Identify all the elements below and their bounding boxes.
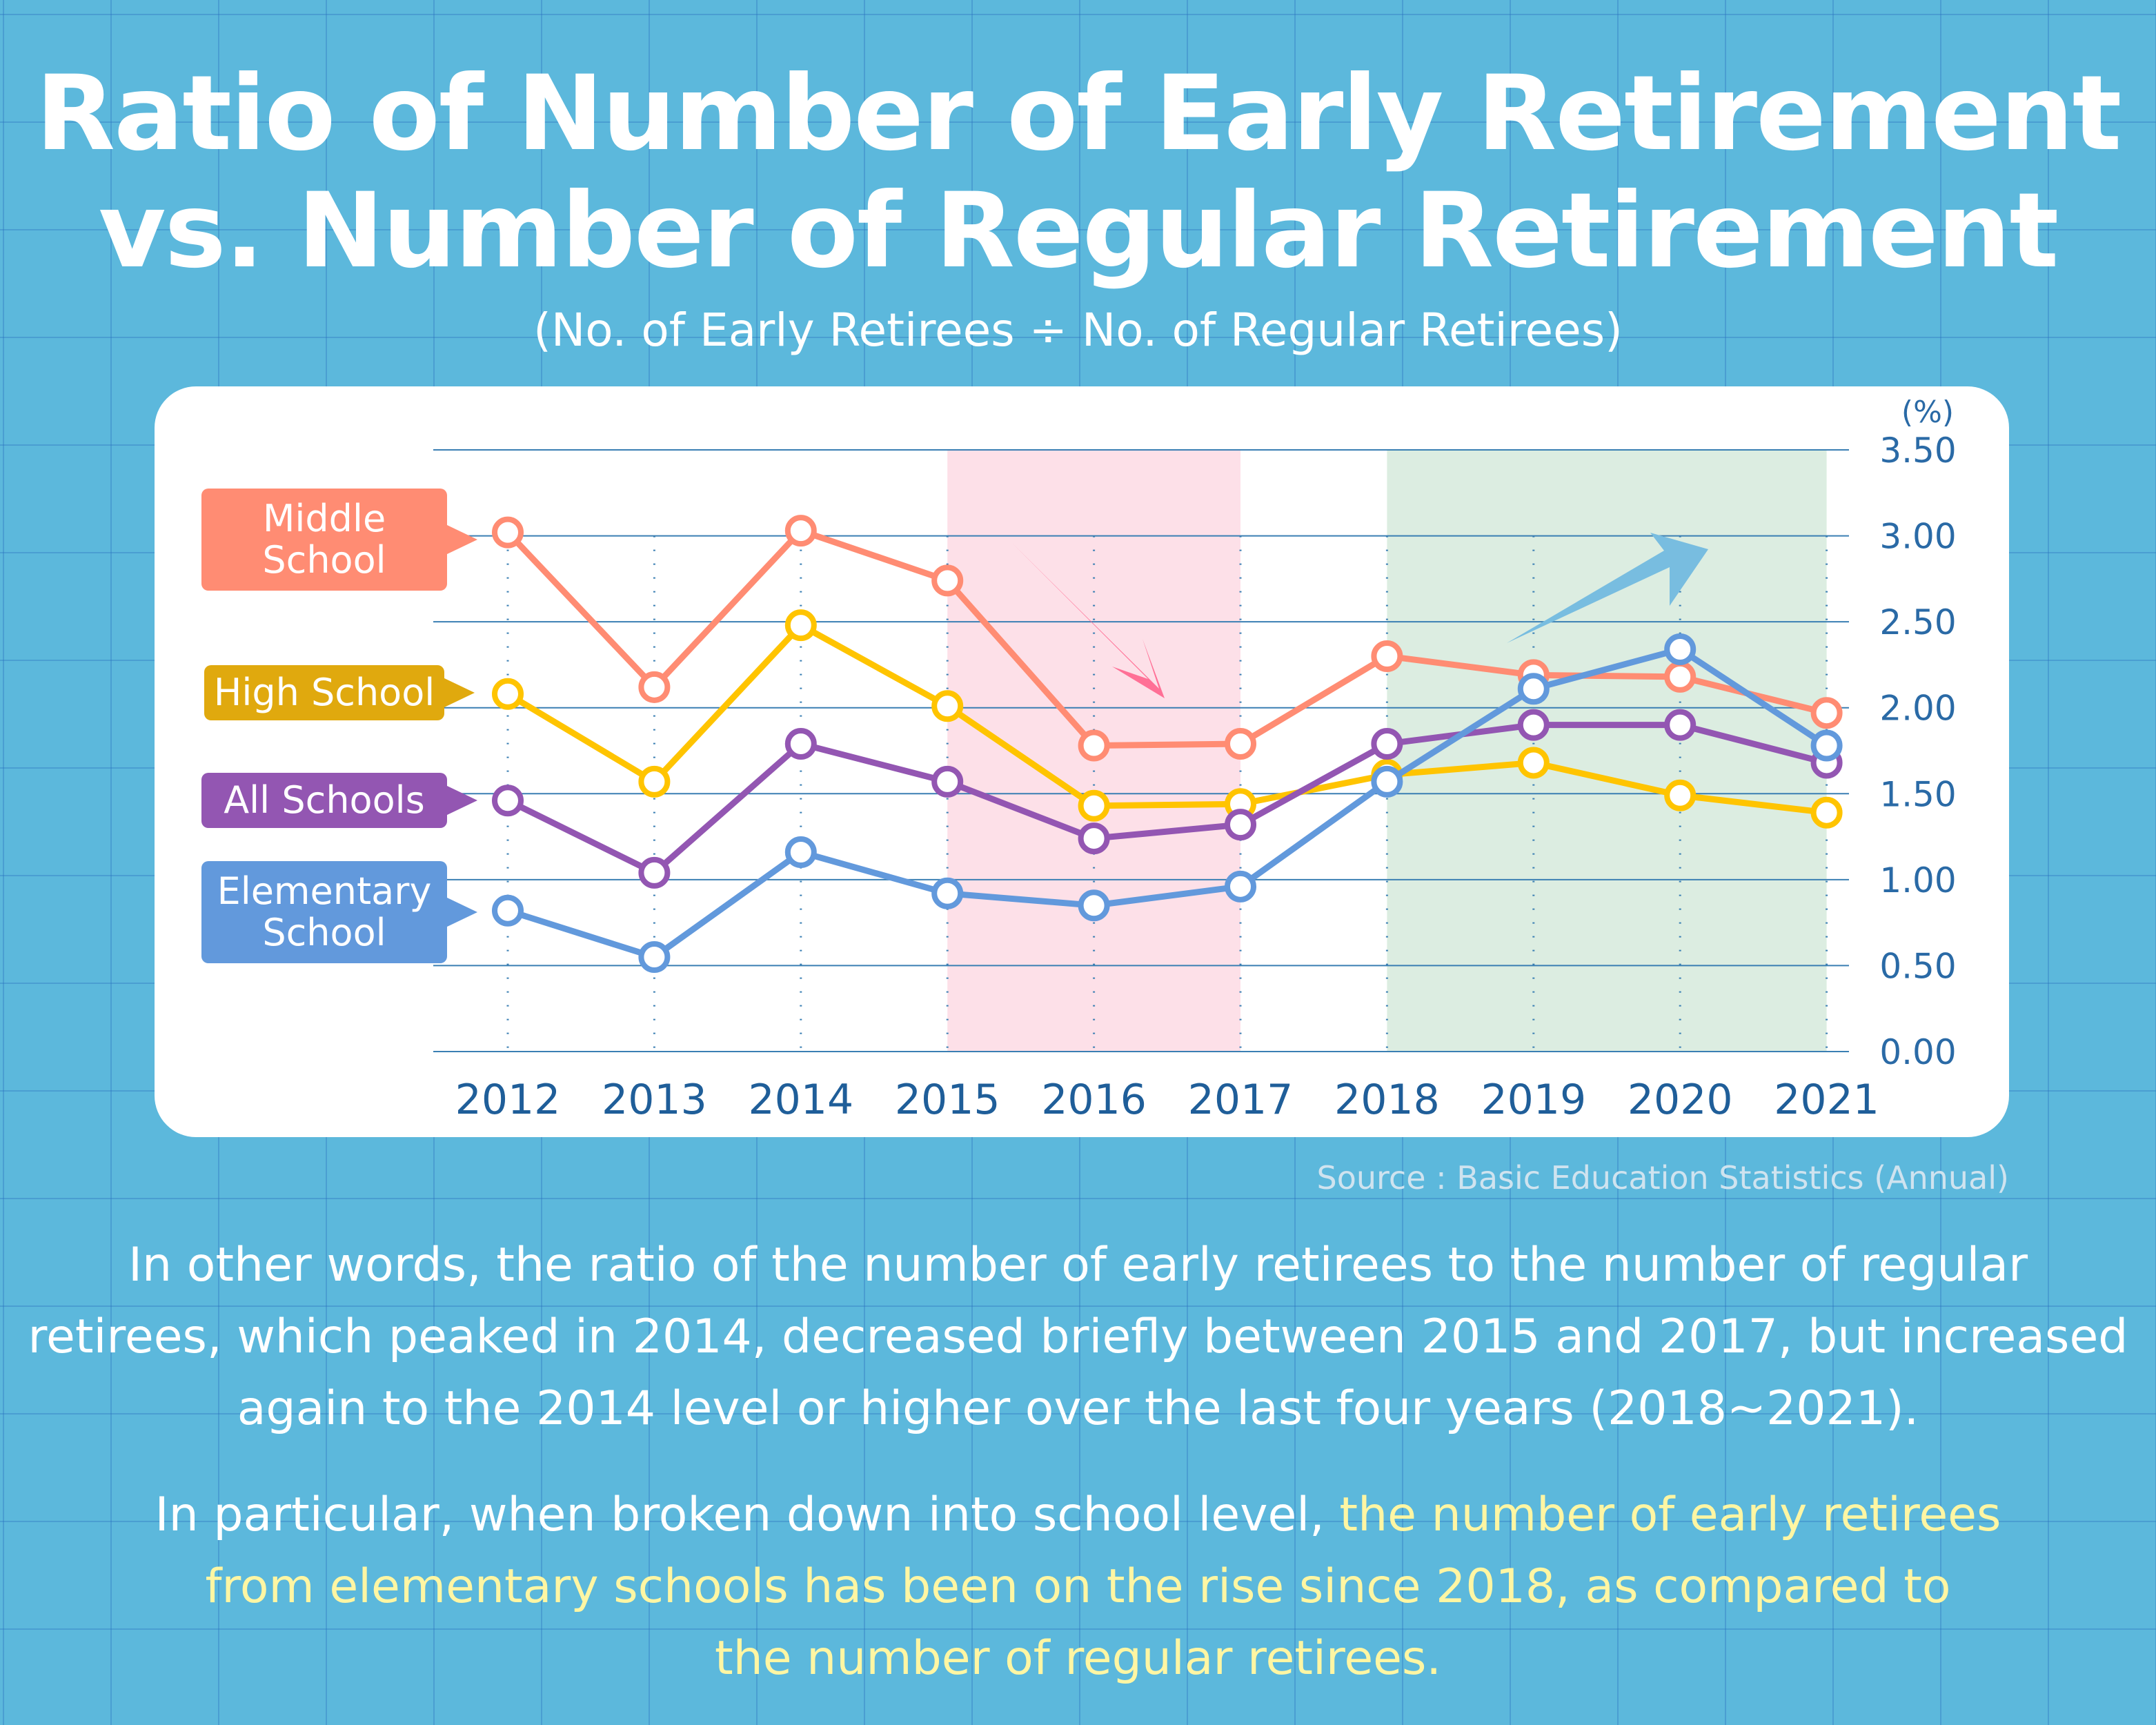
- data-point: [1664, 660, 1697, 693]
- series-line: [505, 527, 1828, 749]
- series-elementary-school: [492, 633, 1843, 973]
- paragraph-text: In particular, when broken down into sch…: [155, 1488, 1340, 1542]
- highlighted-text: the number of early retirees: [1339, 1488, 2001, 1542]
- increasing-arrow-icon: [1507, 533, 1708, 643]
- data-point: [492, 894, 524, 927]
- data-point: [492, 785, 524, 817]
- x-tick-label: 2013: [602, 1076, 707, 1124]
- data-point: [784, 515, 817, 547]
- highlighted-text: from elementary schools has been on the …: [205, 1559, 1951, 1614]
- data-point: [1078, 889, 1110, 922]
- x-tick-label: 2019: [1481, 1076, 1586, 1124]
- chart-title-line1: Ratio of Number of Early Retirement: [35, 54, 2122, 174]
- series-middle-school: [492, 515, 1843, 762]
- data-point: [1517, 747, 1550, 779]
- data-point: [1517, 709, 1550, 741]
- paragraph-summary: In other words, the ratio of the number …: [0, 1230, 2156, 1445]
- data-point: [1225, 870, 1256, 903]
- data-point: [784, 836, 817, 868]
- paragraph-line: again to the 2014 level or higher over t…: [237, 1381, 1919, 1436]
- data-point: [638, 671, 671, 703]
- x-tick-label: 2016: [1041, 1076, 1147, 1124]
- data-point: [1517, 673, 1550, 705]
- data-point: [1810, 796, 1843, 829]
- y-tick-label: 1.00: [1879, 860, 1956, 900]
- legend-all-schools: All Schools: [201, 773, 477, 828]
- y-tick-label: 3.50: [1879, 431, 1956, 471]
- x-tick-label: 2015: [895, 1076, 1000, 1124]
- x-tick-label: 2017: [1188, 1076, 1294, 1124]
- data-point: [1371, 640, 1403, 672]
- source-note: Source : Basic Education Statistics (Ann…: [1316, 1159, 2009, 1196]
- data-point: [1078, 729, 1110, 762]
- legend-middle-school: Middle School: [201, 489, 477, 591]
- chart-title-line2: vs. Number of Regular Retirement: [98, 171, 2059, 291]
- data-point: [1078, 789, 1110, 822]
- y-tick-label: 2.00: [1879, 689, 1956, 729]
- paragraph-detail: In particular, when broken down into sch…: [0, 1479, 2156, 1695]
- data-point: [931, 690, 964, 722]
- x-tick-label: 2014: [748, 1076, 853, 1124]
- data-point: [931, 877, 964, 909]
- chart-subtitle: (No. of Early Retirees ÷ No. of Regular …: [533, 304, 1623, 357]
- legend-label-line: School: [262, 911, 386, 954]
- legend-label-line: Elementary: [217, 869, 432, 913]
- data-point: [492, 516, 524, 549]
- data-point: [1078, 822, 1110, 855]
- data-point: [1664, 779, 1697, 811]
- data-point: [638, 940, 671, 973]
- highlighted-text: the number of regular retirees.: [714, 1631, 1442, 1686]
- legend-label-line: School: [262, 538, 386, 582]
- data-point: [1810, 729, 1843, 762]
- data-point: [1664, 633, 1697, 666]
- data-point: [638, 856, 671, 889]
- x-tick-label: 2018: [1334, 1076, 1440, 1124]
- decreasing-arrow-icon: [1013, 544, 1165, 698]
- data-point: [1225, 809, 1256, 841]
- paragraph-line: retirees, which peaked in 2014, decrease…: [28, 1310, 2128, 1364]
- x-tick-label: 2021: [1774, 1076, 1879, 1124]
- y-unit-label: (%): [1901, 395, 1954, 430]
- y-tick-label: 0.00: [1879, 1032, 1956, 1072]
- data-point: [1810, 697, 1843, 729]
- series-line: [506, 646, 1829, 960]
- legend-label-line: High School: [213, 671, 435, 714]
- x-tick-label: 2012: [455, 1076, 561, 1124]
- legend-elementary-school: Elementary School: [201, 861, 477, 963]
- data-point: [931, 564, 964, 597]
- legend-high-school: High School: [204, 665, 475, 720]
- data-point: [1371, 728, 1403, 760]
- data-point: [1371, 765, 1403, 798]
- series-all-schools: [492, 709, 1843, 889]
- data-point: [638, 765, 671, 798]
- y-tick-label: 1.50: [1879, 774, 1956, 814]
- legend-label-line: All Schools: [224, 778, 425, 822]
- legend-label-line: Middle: [262, 497, 386, 540]
- data-point: [784, 728, 817, 760]
- line-chart: 0.00 0.50 1.00 1.50 2.00 2.50 3.00 3.50(%) 2012 2…: [433, 395, 1957, 1124]
- y-tick-label: 3.00: [1879, 517, 1956, 557]
- series-line: [506, 622, 1828, 816]
- highlight-band-increase: [1387, 450, 1827, 1052]
- data-point: [1225, 728, 1256, 760]
- paragraph-line: In other words, the ratio of the number …: [128, 1238, 2028, 1292]
- y-tick-label: 2.50: [1879, 602, 1956, 642]
- chart-card: 0.00 0.50 1.00 1.50 2.00 2.50 3.00 3.50 (%) 2012 2…: [155, 386, 2009, 1137]
- series-line: [506, 722, 1828, 876]
- data-point: [1664, 709, 1697, 741]
- data-point: [492, 678, 524, 710]
- y-tick-label: 0.50: [1879, 946, 1956, 986]
- data-point: [784, 609, 817, 642]
- x-tick-label: 2020: [1628, 1076, 1733, 1124]
- data-point: [931, 765, 964, 798]
